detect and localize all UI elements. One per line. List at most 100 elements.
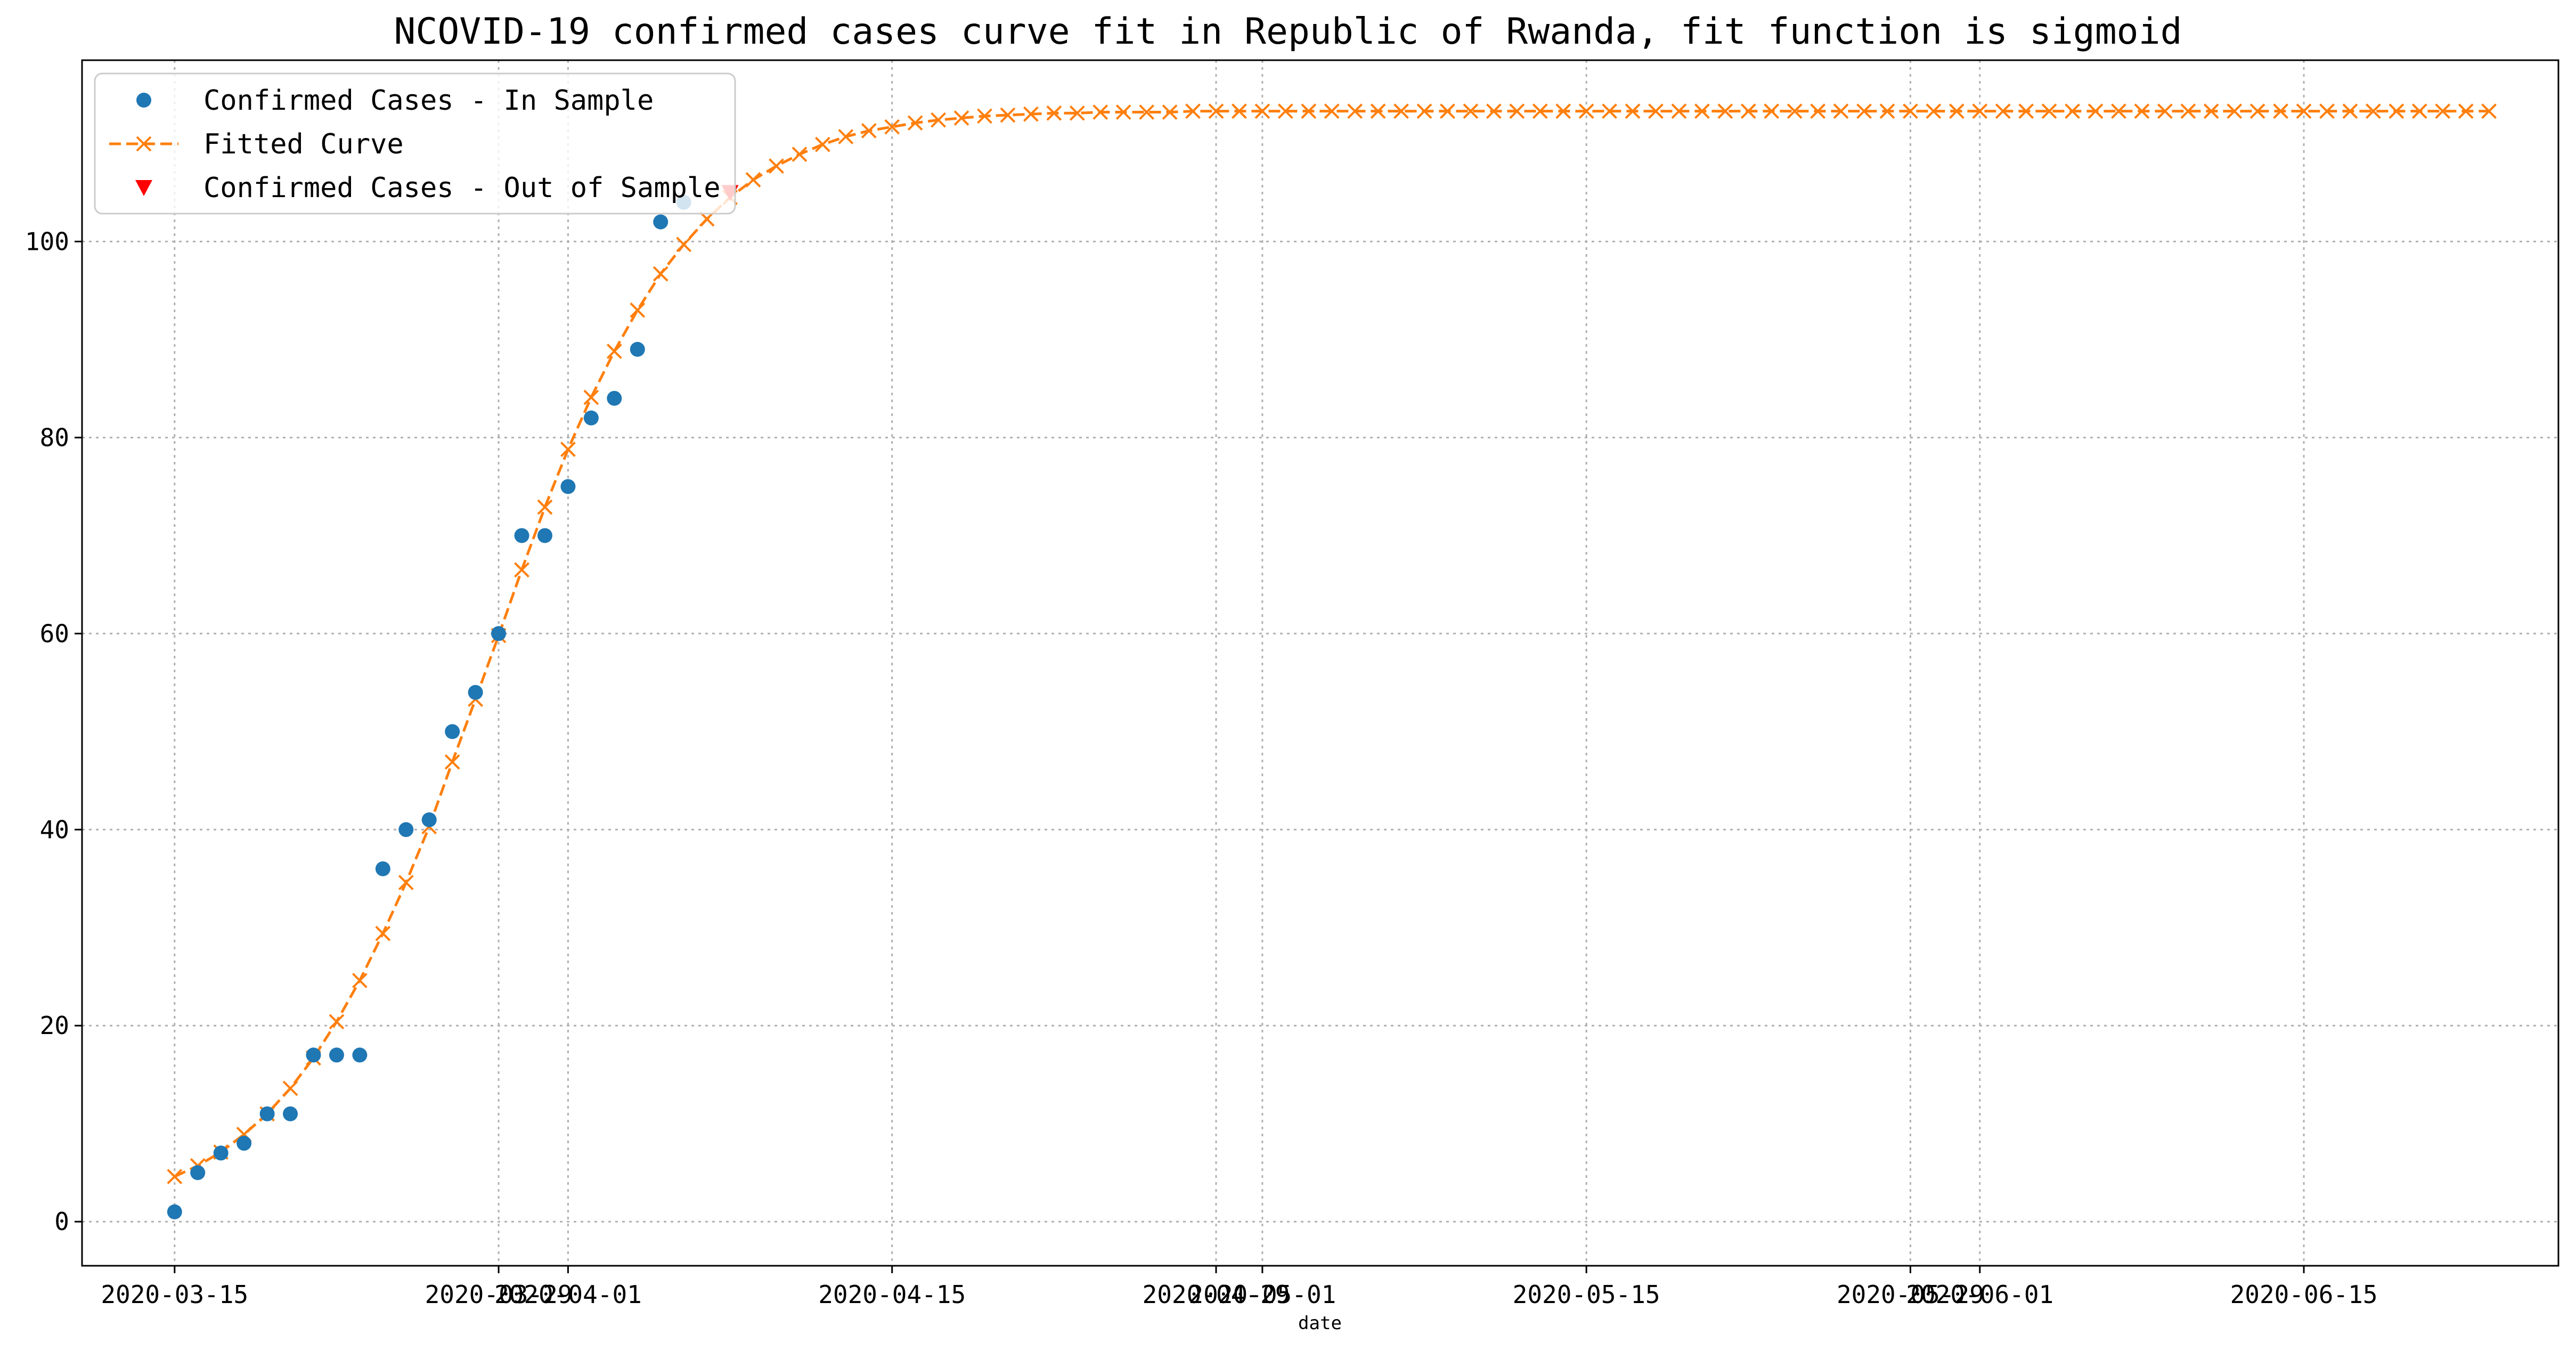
data-point (167, 1169, 183, 1184)
data-point (1208, 103, 1224, 119)
series-1 (167, 103, 2497, 1184)
data-point (977, 108, 992, 124)
data-point (1833, 103, 1849, 119)
data-point (2342, 103, 2358, 119)
data-point (167, 1204, 182, 1219)
data-point (1578, 103, 1594, 119)
data-point (398, 822, 414, 837)
data-point (1879, 103, 1895, 119)
data-point (2249, 103, 2265, 119)
data-point (1602, 103, 1618, 119)
data-point (2088, 103, 2104, 119)
data-point (630, 302, 646, 318)
data-point (953, 110, 969, 126)
data-point (259, 1106, 275, 1121)
data-point (2319, 103, 2335, 119)
data-point (2111, 103, 2126, 119)
data-point (838, 129, 854, 144)
data-point (2435, 103, 2451, 119)
x-tick-label: 2020-06-15 (2230, 1280, 2378, 1309)
data-point (1000, 107, 1016, 123)
data-point (1324, 103, 1340, 119)
data-point (1926, 103, 1942, 119)
data-point (398, 875, 414, 891)
data-point (1416, 103, 1432, 119)
data-point (213, 1145, 229, 1161)
data-point (2134, 103, 2150, 119)
x-tick-label: 2020-04-15 (818, 1280, 966, 1309)
data-point (1625, 103, 1641, 119)
y-tick-label: 40 (40, 815, 69, 844)
data-point (375, 861, 390, 876)
data-point (1694, 103, 1710, 119)
data-point (1023, 106, 1039, 122)
data-point (444, 754, 460, 770)
x-tick-label: 2020-05-15 (1513, 1280, 1660, 1309)
data-point (1717, 103, 1733, 119)
data-point (653, 214, 669, 230)
fitted-curve-line (174, 110, 2489, 1178)
x-tick-label: 2020-03-15 (101, 1280, 248, 1309)
legend-label: Fitted Curve (203, 128, 404, 160)
data-point (630, 341, 645, 357)
data-point (514, 562, 529, 578)
data-point (861, 123, 877, 139)
data-point (2458, 103, 2474, 119)
data-point (283, 1106, 298, 1121)
data-point (537, 528, 552, 543)
data-point (514, 528, 529, 543)
data-point (1810, 103, 1826, 119)
data-point (1903, 103, 1918, 119)
data-point (1370, 103, 1386, 119)
data-point (583, 389, 599, 405)
legend-marker (135, 180, 152, 196)
data-point (2157, 103, 2173, 119)
data-point (2227, 103, 2243, 119)
data-point (1277, 103, 1293, 119)
data-point (1764, 103, 1780, 119)
data-point (1555, 103, 1571, 119)
data-point (237, 1136, 252, 1151)
data-point (792, 147, 808, 162)
data-point (1301, 103, 1317, 119)
data-point (1995, 103, 2011, 119)
x-tick-label: 2020-05-29 (1837, 1280, 1984, 1309)
data-point (653, 266, 669, 282)
data-point (445, 724, 460, 739)
data-point (607, 390, 622, 406)
legend-label: Confirmed Cases - In Sample (203, 85, 654, 117)
data-point (352, 973, 368, 989)
data-point (814, 136, 830, 152)
data-point (375, 925, 391, 941)
data-point (1393, 103, 1409, 119)
data-point (1463, 103, 1479, 119)
data-point (1347, 103, 1363, 119)
data-point (306, 1047, 321, 1063)
data-point (282, 1080, 298, 1096)
data-point (2203, 103, 2219, 119)
x-tick-label: 2020-04-01 (494, 1280, 642, 1309)
legend: Confirmed Cases - In Sample Fitted Curve C… (94, 72, 736, 215)
data-point (329, 1047, 344, 1063)
legend-marker (136, 136, 152, 152)
data-point (2388, 103, 2404, 119)
data-point (1787, 103, 1803, 119)
chart-title: NCOVID-19 confirmed cases curve fit in R… (394, 11, 2182, 53)
data-point (745, 172, 761, 188)
data-point (2481, 103, 2497, 119)
data-point (1486, 103, 1502, 119)
data-point (606, 344, 622, 359)
x-axis-label: date (1298, 1313, 1342, 1334)
data-point (1232, 103, 1247, 119)
legend-marker (136, 93, 151, 108)
data-point (2365, 103, 2381, 119)
legend-box (94, 72, 736, 215)
grid-lines (82, 60, 2558, 1266)
y-tick-label: 80 (40, 423, 69, 452)
x-tick-label: 2020-04-29 (1143, 1280, 1290, 1309)
x-tick-label: 2020-03-29 (425, 1280, 573, 1309)
data-point (1069, 105, 1085, 121)
data-point (884, 119, 900, 135)
